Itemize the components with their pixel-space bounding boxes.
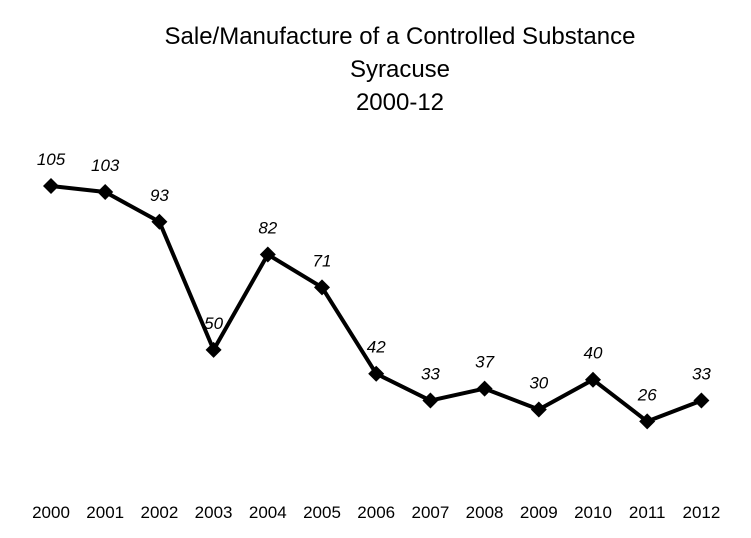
chart-subtitle: Syracuse (349, 56, 451, 83)
x-tick-label-2011: 2011 (629, 503, 666, 522)
data-label-2002: 93 (150, 186, 169, 205)
data-point-2012 (693, 392, 710, 409)
data-label-2010: 40 (584, 344, 603, 363)
data-label-2003: 50 (204, 314, 223, 333)
data-point-2008 (476, 380, 493, 397)
x-tick-label-2007: 2007 (411, 503, 449, 522)
x-tick-label-2003: 2003 (195, 503, 233, 522)
x-tick-label-2001: 2001 (86, 503, 124, 522)
x-tick-label-2002: 2002 (140, 503, 178, 522)
data-point-2011 (639, 413, 656, 430)
data-point-2009 (530, 401, 547, 418)
data-label-2007: 33 (421, 365, 440, 384)
x-tick-label-2012: 2012 (682, 503, 720, 522)
data-label-2008: 37 (475, 353, 494, 372)
data-label-2004: 82 (258, 219, 277, 238)
x-tick-label-2000: 2000 (32, 503, 70, 522)
x-tick-label-2009: 2009 (520, 503, 558, 522)
data-point-2006 (368, 365, 385, 382)
data-label-2000: 105 (37, 150, 66, 169)
x-tick-label-2006: 2006 (357, 503, 395, 522)
data-point-2005 (314, 279, 330, 296)
data-point-2002 (151, 213, 168, 230)
data-label-2009: 30 (529, 374, 548, 393)
x-tick-label-2010: 2010 (574, 503, 612, 522)
x-tick-label-2004: 2004 (249, 503, 287, 522)
data-point-2001 (97, 183, 114, 200)
data-label-2001: 103 (91, 156, 120, 175)
data-point-2010 (585, 371, 601, 388)
x-tick-label-2005: 2005 (303, 503, 341, 522)
data-label-2012: 33 (692, 365, 711, 384)
data-point-2007 (422, 392, 439, 409)
chart-title: Sale/Manufacture of a Controlled Substan… (164, 23, 636, 50)
data-point-2004 (259, 246, 276, 263)
series-line (50, 184, 703, 424)
data-point-2000 (43, 178, 59, 194)
data-label-2011: 26 (637, 385, 657, 404)
chart-titles: Sale/Manufacture of a Controlled Substan… (0, 20, 751, 119)
data-label-2005: 71 (313, 251, 332, 270)
x-tick-label-2008: 2008 (466, 503, 504, 522)
data-label-2006: 42 (367, 338, 386, 357)
chart-period: 2000-12 (355, 89, 445, 116)
data-point-2003 (205, 341, 222, 358)
